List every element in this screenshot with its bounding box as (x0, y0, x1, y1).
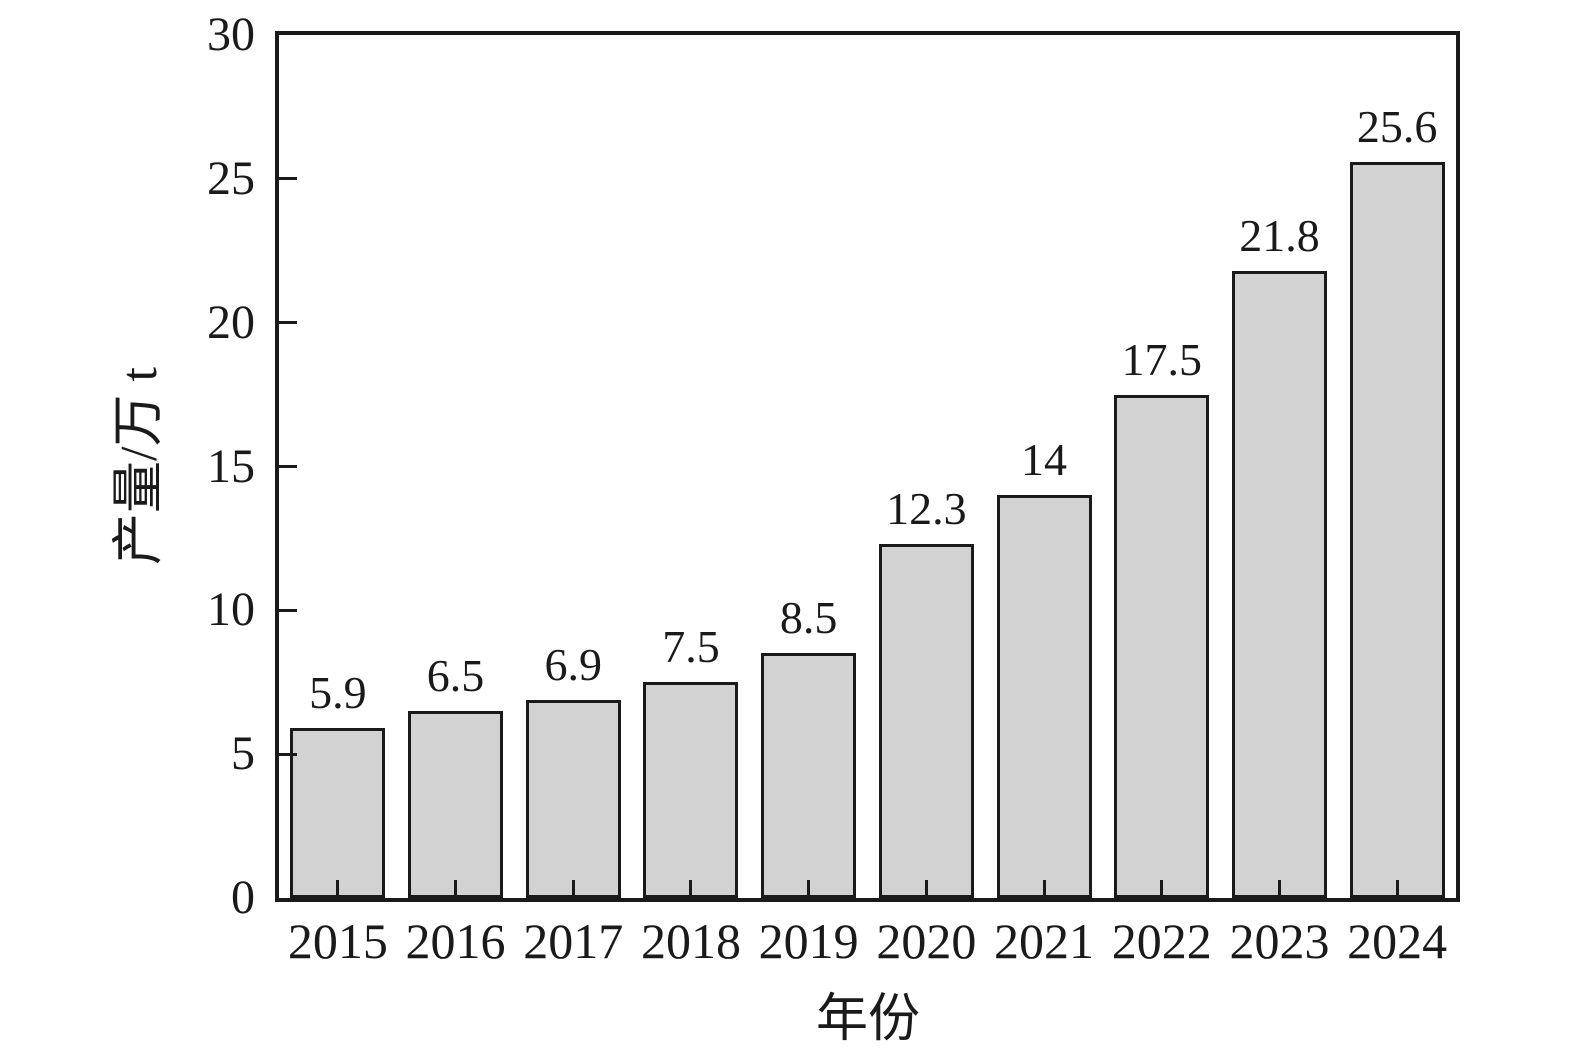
y-axis-tick-label: 30 (207, 8, 255, 61)
y-axis-tick-label: 25 (207, 151, 255, 205)
y-axis-tick (279, 177, 297, 181)
x-axis-tick-label: 2017 (523, 913, 624, 969)
bar-value-label: 5.9 (309, 667, 367, 719)
data-bar (996, 495, 1092, 898)
y-axis-tick-label: 0 (231, 871, 255, 924)
data-bar (761, 653, 857, 898)
y-axis-tick-label: 20 (207, 295, 255, 349)
x-axis-tick (454, 880, 458, 898)
y-axis-tick (279, 608, 297, 612)
x-axis-tick (1160, 880, 1164, 898)
y-axis-tick-label: 5 (231, 727, 255, 781)
data-bar (1231, 270, 1327, 898)
y-axis-tick-label: 15 (207, 439, 255, 493)
x-axis-tick (1042, 880, 1046, 898)
bar-value-label: 6.9 (544, 638, 603, 690)
data-bar (525, 699, 621, 898)
x-axis-tick (1277, 880, 1281, 898)
x-axis-tick-label: 2019 (758, 913, 859, 969)
bar-value-label: 12.3 (886, 483, 967, 535)
bar-value-label: 6.5 (426, 650, 485, 702)
x-axis-tick (807, 880, 811, 898)
x-axis-tick-label: 2021 (994, 913, 1095, 969)
bar-value-label: 21.8 (1239, 209, 1320, 261)
x-axis-tick (924, 880, 928, 898)
data-bar (1114, 394, 1210, 898)
bar-value-label: 17.5 (1121, 333, 1203, 385)
data-bar (643, 682, 739, 898)
x-axis-tick-label: 2016 (405, 913, 506, 969)
x-axis-tick-label: 2022 (1111, 913, 1212, 969)
y-axis-tick (279, 465, 297, 468)
x-axis-tick-label: 2024 (1347, 913, 1448, 969)
x-axis-title: 年份 (815, 991, 921, 1048)
x-axis-tick-label: 2020 (876, 913, 977, 969)
data-bar (1349, 161, 1445, 898)
x-axis-tick-label: 2023 (1229, 913, 1330, 969)
y-axis-tick (279, 752, 297, 756)
x-axis-tick (689, 880, 693, 898)
y-axis-tick (279, 321, 297, 325)
x-axis-tick-label: 2018 (640, 913, 741, 969)
x-axis-tick (1395, 880, 1399, 898)
x-axis-tick (571, 880, 575, 898)
bar-value-label: 14 (1021, 434, 1068, 486)
bar-value-label: 8.5 (779, 592, 838, 644)
bar-value-label: 7.5 (662, 621, 720, 673)
x-axis-tick-label: 2015 (287, 913, 388, 969)
y-axis-tick-label: 10 (207, 583, 255, 637)
x-axis-tick (336, 880, 340, 898)
data-bar (290, 728, 386, 898)
data-bar (408, 711, 504, 898)
bar-value-label: 25.6 (1356, 100, 1438, 152)
data-bar (878, 544, 974, 898)
